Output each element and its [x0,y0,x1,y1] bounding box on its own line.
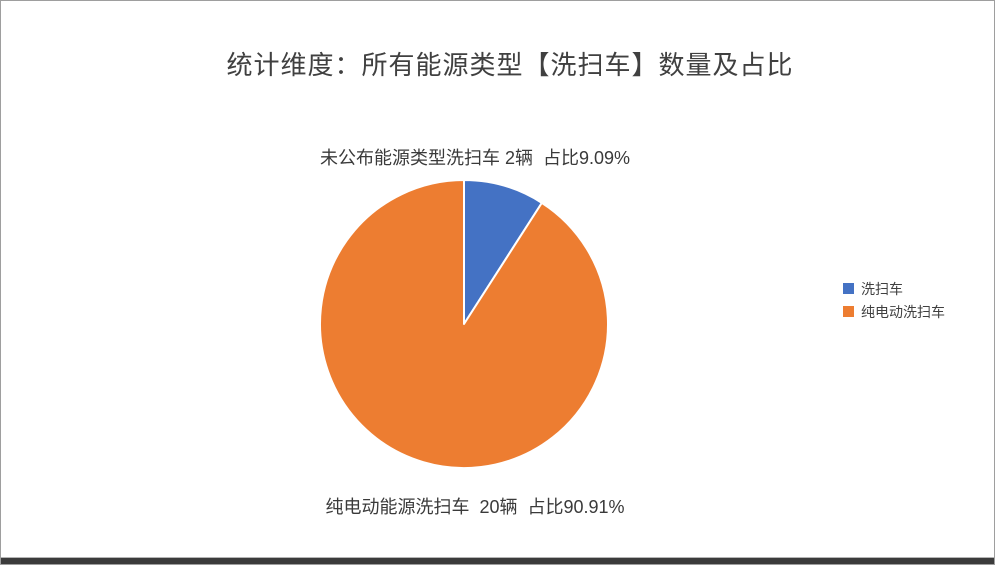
pie-slice-0[interactable] [463,179,543,325]
legend-item-electric-sweeper-truck[interactable]: 纯电动洗扫车 [843,300,945,323]
legend-item-sweeper-truck[interactable]: 洗扫车 [843,277,945,300]
chart-title: 统计维度：所有能源类型【洗扫车】数量及占比 [226,50,794,80]
window-bottom-edge [1,557,994,564]
data-label-blue-slice: 未公布能源类型洗扫车 2辆 占比9.09% [319,148,631,168]
legend-label: 洗扫车 [861,280,903,297]
data-label-orange-slice: 纯电动能源洗扫车 20辆 占比90.91% [325,497,625,517]
legend-label: 纯电动洗扫车 [861,303,945,320]
legend-swatch-orange-icon [843,306,854,317]
legend-swatch-blue-icon [843,283,854,294]
legend: 洗扫车 纯电动洗扫车 [843,277,945,323]
pie-slice-1[interactable] [319,179,609,469]
